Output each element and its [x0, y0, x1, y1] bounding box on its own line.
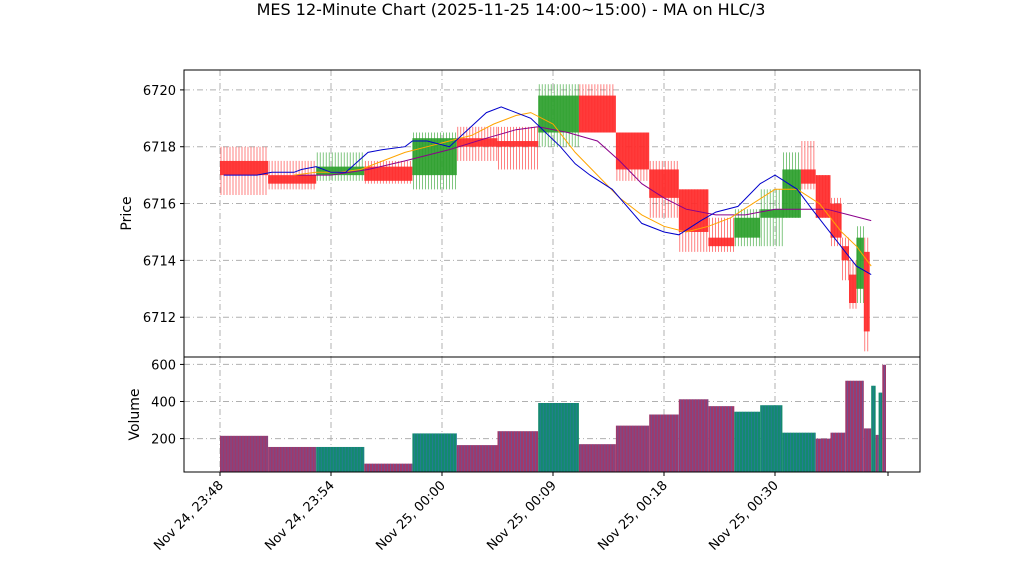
- volume-bar: [845, 380, 864, 472]
- candle-body: [760, 209, 783, 218]
- volume-bar: [578, 444, 616, 472]
- volume-bar: [412, 433, 457, 472]
- volume-bar: [863, 428, 872, 472]
- price-tick-label: 6716: [143, 198, 176, 213]
- volume-bar: [678, 399, 709, 472]
- candle-body: [578, 95, 616, 133]
- x-tick-label: Nov 24, 23:54: [262, 478, 338, 554]
- volume-bar: [734, 411, 761, 472]
- candle-body: [268, 175, 317, 184]
- candle-body: [412, 138, 457, 176]
- candle-body: [734, 217, 761, 238]
- ma-fast-line: [223, 106, 872, 276]
- volume-bar: [649, 414, 679, 472]
- volume-bar: [538, 403, 579, 472]
- candle-body: [316, 166, 365, 176]
- candle-body: [538, 95, 579, 133]
- volume-bar: [782, 432, 816, 472]
- candle-body: [856, 237, 864, 289]
- candle-body: [782, 169, 801, 218]
- ma-mid-line: [293, 112, 872, 267]
- volume-bar: [364, 463, 413, 472]
- x-tick-label: Nov 25, 00:00: [373, 478, 449, 554]
- volume-panel: 200 400 600 Volume: [127, 356, 921, 473]
- ma-slow-line: [294, 126, 872, 222]
- x-tick-label: Nov 24, 23:48: [151, 478, 227, 554]
- volume-tick-label: 600: [151, 358, 176, 373]
- candle-body: [841, 246, 849, 261]
- candle-body: [815, 175, 831, 218]
- chart-title: MES 12-Minute Chart (2025-11-25 14:00~15…: [256, 0, 766, 19]
- candle-body: [456, 138, 498, 147]
- price-tick-label: 6718: [143, 141, 176, 156]
- candle-body: [220, 160, 269, 176]
- volume-axes-frame: [183, 356, 921, 473]
- volume-axis-label: Volume: [127, 388, 143, 440]
- price-tick-label: 6714: [143, 254, 176, 269]
- candle-body: [708, 237, 735, 247]
- x-tick-label: Nov 25, 00:18: [595, 478, 671, 554]
- candle-body: [364, 166, 413, 181]
- candle-body: [649, 169, 679, 198]
- volume-bar: [615, 425, 650, 472]
- volume-bar: [497, 431, 539, 472]
- volume-tick-label: 400: [151, 396, 176, 411]
- price-panel: 6712 6714 6716 6718 6720 Price: [119, 69, 921, 358]
- price-tick-label: 6712: [143, 311, 176, 326]
- volume-tick-label: 200: [151, 433, 176, 448]
- volume-bar: [708, 406, 735, 472]
- candle-body: [800, 169, 816, 184]
- x-axis: Nov 24, 23:48 Nov 24, 23:54 Nov 25, 00:00 N…: [151, 472, 889, 554]
- candle-body: [497, 141, 539, 147]
- candle-body: [849, 274, 857, 304]
- candle-body: [615, 132, 650, 170]
- volume-bar: [456, 445, 498, 472]
- candle-body: [830, 203, 842, 238]
- price-axis-label: Price: [119, 196, 135, 230]
- price-tick-label: 6720: [143, 84, 176, 99]
- x-tick-label: Nov 25, 00:30: [706, 478, 782, 554]
- candle-body: [863, 251, 870, 332]
- x-tick-label: Nov 25, 00:09: [484, 478, 560, 554]
- volume-bar: [875, 434, 879, 472]
